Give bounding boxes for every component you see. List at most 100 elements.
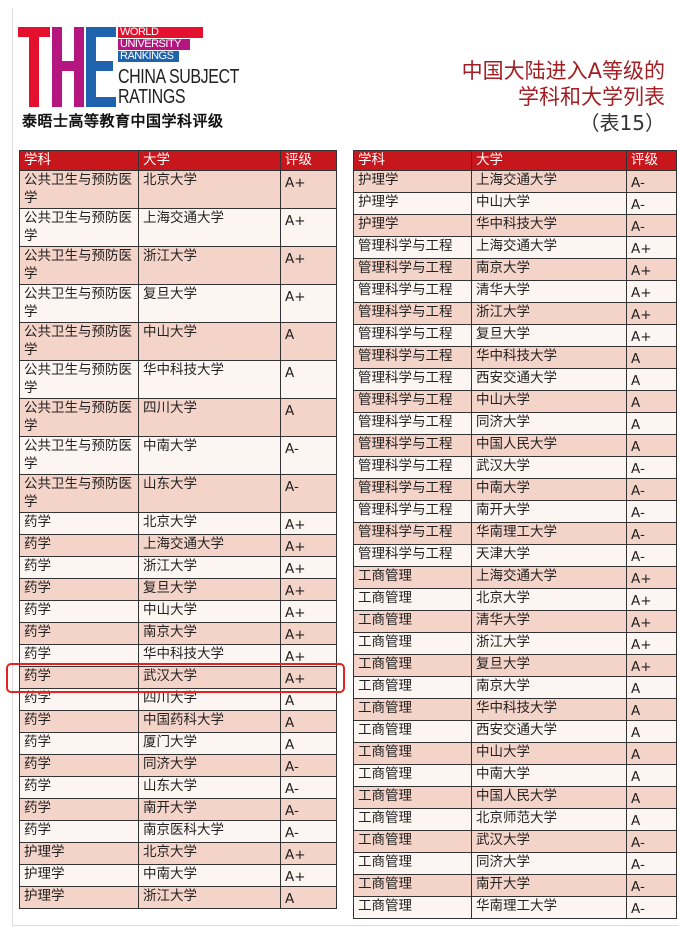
university-cell: 山东大学 <box>138 474 281 513</box>
subject-cell: 工商管理 <box>353 698 472 721</box>
table-row: 公共卫生与预防医学 山东大学 A- <box>19 474 337 513</box>
university-cell: 南京医科大学 <box>138 820 281 843</box>
table-row: 管理科学与工程 浙江大学 A+ <box>353 302 677 325</box>
grade-cell: A- <box>626 830 677 853</box>
subject-cell: 药学 <box>19 512 139 535</box>
subject-cell: 管理科学与工程 <box>353 544 472 567</box>
table-row: 管理科学与工程 上海交通大学 A+ <box>353 236 677 259</box>
university-cell: 中南大学 <box>471 478 627 501</box>
table-row: 工商管理 华中科技大学 A <box>353 698 677 721</box>
table-row: 药学 厦门大学 A <box>19 732 337 755</box>
subject-cell: 工商管理 <box>353 654 472 677</box>
table-row: 药学 山东大学 A- <box>19 776 337 799</box>
subject-cell: 护理学 <box>19 886 139 909</box>
grade-cell: A- <box>280 776 337 799</box>
grade-cell: A- <box>626 214 677 237</box>
logo-line-university: UNIVERSITY <box>118 39 190 50</box>
university-cell: 武汉大学 <box>138 666 281 689</box>
grade-cell: A <box>280 710 337 733</box>
grade-cell: A <box>626 434 677 457</box>
subject-cell: 药学 <box>19 798 139 821</box>
logo-subtitle: 泰晤士高等教育中国学科评级 <box>22 112 224 130</box>
table-row: 工商管理 华南理工大学 A- <box>353 896 677 919</box>
table-row: 工商管理 中南大学 A <box>353 764 677 787</box>
grade-cell: A <box>626 808 677 831</box>
table-row: 管理科学与工程 中南大学 A- <box>353 478 677 501</box>
university-cell: 南开大学 <box>471 500 627 523</box>
university-cell: 北京大学 <box>138 842 281 865</box>
university-cell: 同济大学 <box>471 412 627 435</box>
subject-cell: 护理学 <box>19 864 139 887</box>
subject-cell: 工商管理 <box>353 610 472 633</box>
university-cell: 北京师范大学 <box>471 808 627 831</box>
table-row: 工商管理 南开大学 A- <box>353 874 677 897</box>
subject-cell: 药学 <box>19 754 139 777</box>
table-row: 管理科学与工程 南京大学 A+ <box>353 258 677 281</box>
header-grade: 评级 <box>626 150 677 171</box>
university-cell: 中山大学 <box>471 742 627 765</box>
grade-cell: A- <box>626 522 677 545</box>
university-cell: 四川大学 <box>138 398 281 437</box>
university-cell: 华中科技大学 <box>138 360 281 399</box>
page-title: 中国大陆进入A等级的 学科和大学列表 （表15） <box>462 58 665 136</box>
university-cell: 中南大学 <box>138 864 281 887</box>
grade-cell: A- <box>626 478 677 501</box>
grade-cell: A- <box>626 500 677 523</box>
subject-cell: 工商管理 <box>353 720 472 743</box>
subject-cell: 药学 <box>19 820 139 843</box>
grade-cell: A- <box>280 798 337 821</box>
table-row: 公共卫生与预防医学 华中科技大学 A <box>19 360 337 399</box>
university-cell: 复旦大学 <box>138 284 281 323</box>
subject-cell: 公共卫生与预防医学 <box>19 398 139 437</box>
university-cell: 上海交通大学 <box>138 208 281 247</box>
university-cell: 华中科技大学 <box>138 644 281 667</box>
university-cell: 上海交通大学 <box>471 170 627 193</box>
header-subject: 学科 <box>353 150 472 171</box>
grade-cell: A+ <box>626 632 677 655</box>
university-cell: 浙江大学 <box>138 246 281 285</box>
table-row: 公共卫生与预防医学 浙江大学 A+ <box>19 246 337 285</box>
university-cell: 武汉大学 <box>471 456 627 479</box>
table-row: 药学 南京大学 A+ <box>19 622 337 645</box>
grade-cell: A <box>626 412 677 435</box>
grade-cell: A <box>626 720 677 743</box>
table-row: 管理科学与工程 武汉大学 A- <box>353 456 677 479</box>
table-row: 管理科学与工程 同济大学 A <box>353 412 677 435</box>
left-ratings-table: 学科 大学 评级 公共卫生与预防医学 北京大学 A+ 公共卫生与预防医学 上海交通大学 A… <box>19 150 337 909</box>
subject-cell: 工商管理 <box>353 808 472 831</box>
university-cell: 上海交通大学 <box>471 566 627 589</box>
university-cell: 华中科技大学 <box>471 698 627 721</box>
grade-cell: A- <box>280 820 337 843</box>
table-row: 工商管理 北京大学 A+ <box>353 588 677 611</box>
subject-cell: 工商管理 <box>353 742 472 765</box>
subject-cell: 公共卫生与预防医学 <box>19 284 139 323</box>
university-cell: 清华大学 <box>471 280 627 303</box>
subject-cell: 管理科学与工程 <box>353 346 472 369</box>
university-cell: 浙江大学 <box>471 632 627 655</box>
subject-cell: 管理科学与工程 <box>353 412 472 435</box>
table-row: 工商管理 北京师范大学 A <box>353 808 677 831</box>
table-row: 公共卫生与预防医学 中山大学 A <box>19 322 337 361</box>
header-subject: 学科 <box>19 150 139 171</box>
subject-cell: 药学 <box>19 710 139 733</box>
subject-cell: 管理科学与工程 <box>353 236 472 259</box>
table-row: 工商管理 南京大学 A <box>353 676 677 699</box>
grade-cell: A+ <box>280 512 337 535</box>
subject-cell: 药学 <box>19 622 139 645</box>
logo-line-ratings: RATINGS <box>118 86 186 108</box>
the-logo: WORLD UNIVERSITY RANKINGS CHINA SUBJECT … <box>18 27 239 109</box>
grade-cell: A+ <box>280 864 337 887</box>
subject-cell: 护理学 <box>353 170 472 193</box>
grade-cell: A+ <box>280 534 337 557</box>
grade-cell: A- <box>626 896 677 919</box>
grade-cell: A- <box>626 852 677 875</box>
table-row: 管理科学与工程 中山大学 A <box>353 390 677 413</box>
table-row: 管理科学与工程 西安交通大学 A <box>353 368 677 391</box>
table-row: 药学 中国药科大学 A <box>19 710 337 733</box>
subject-cell: 管理科学与工程 <box>353 302 472 325</box>
subject-cell: 药学 <box>19 600 139 623</box>
university-cell: 中南大学 <box>138 436 281 475</box>
university-cell: 上海交通大学 <box>138 534 281 557</box>
subject-cell: 管理科学与工程 <box>353 368 472 391</box>
subject-cell: 管理科学与工程 <box>353 478 472 501</box>
